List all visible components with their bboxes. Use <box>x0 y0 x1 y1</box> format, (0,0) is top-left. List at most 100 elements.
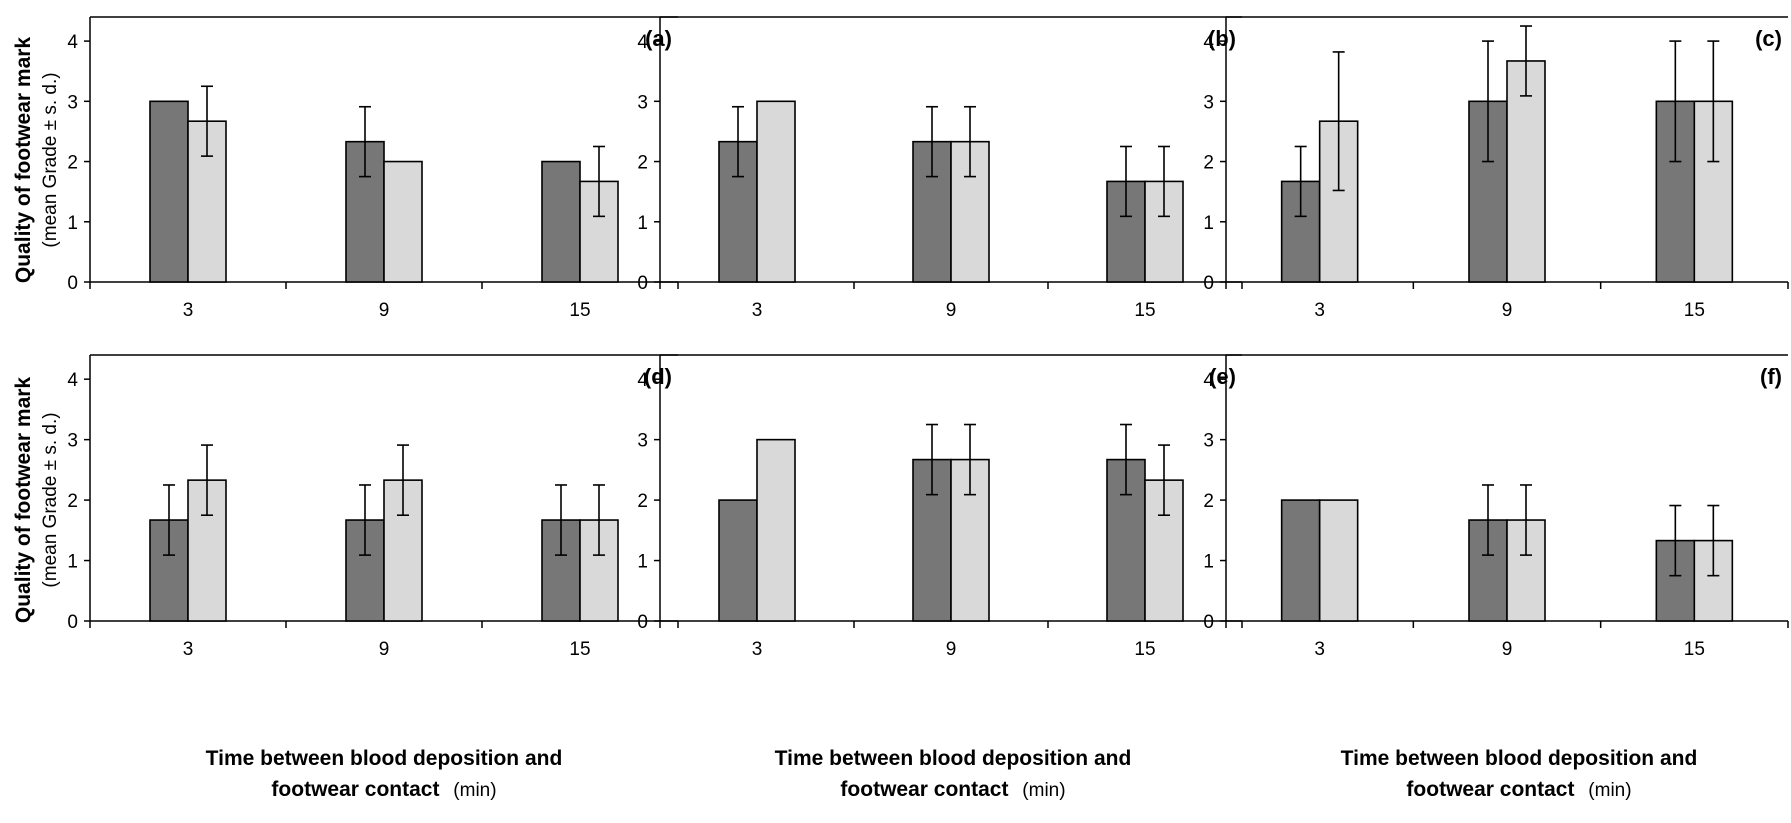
y-tick-label: 2 <box>67 153 78 174</box>
svg-text:(mean Grade ± s. d.): (mean Grade ± s. d.) <box>40 412 61 587</box>
error-bar <box>1294 145 1307 218</box>
y-tick-label: 0 <box>637 273 648 294</box>
panel-b: 0 1 2 3 4 3 9 15 (b) <box>637 16 1243 321</box>
error-bar <box>1158 145 1170 218</box>
error-bar <box>163 484 175 556</box>
x-tick-label: 3 <box>183 300 194 321</box>
y-tick-label: 0 <box>1203 273 1214 294</box>
panel-label: (e) <box>1209 364 1236 389</box>
svg-text:footwear contact (min): footwear contact (min) <box>840 778 1065 801</box>
x-tick-label: 3 <box>752 300 763 321</box>
error-bar <box>1482 484 1494 556</box>
svg-text:footwear contact (min): footwear contact (min) <box>271 778 496 801</box>
error-bar <box>964 105 976 178</box>
error-bar <box>1158 444 1170 517</box>
y-axis-label-row2: Quality of footwear mark (mean Grade ± s… <box>12 377 61 624</box>
x-axis-label-line2: footwear contact <box>271 778 439 801</box>
x-tick-label: 9 <box>379 300 390 321</box>
error-bar <box>593 145 605 218</box>
y-axis-label-bold: Quality of footwear mark <box>12 377 35 624</box>
error-bar <box>1520 484 1532 556</box>
error-bar <box>201 85 213 157</box>
error-bar <box>926 105 938 178</box>
bar <box>1106 458 1146 622</box>
y-axis-label-normal: (mean Grade ± s. d.) <box>40 72 61 247</box>
bar <box>383 160 423 283</box>
x-axis-label-line2: footwear contact <box>840 778 1008 801</box>
y-tick-label: 2 <box>67 491 78 512</box>
panel-label: (f) <box>1760 364 1782 389</box>
x-tick-label: 15 <box>569 639 590 660</box>
panel-c: 0 1 2 3 4 3 9 15 (c) <box>1203 16 1789 321</box>
x-axis-label-col3: Time between blood deposition and footwe… <box>1341 747 1698 801</box>
x-axis-label-line1: Time between blood deposition and <box>775 747 1132 770</box>
x-tick-label: 15 <box>1684 639 1705 660</box>
x-tick-label: 3 <box>183 639 194 660</box>
x-tick-label: 9 <box>1502 300 1513 321</box>
y-tick-label: 3 <box>1203 431 1214 452</box>
error-bar <box>732 105 744 178</box>
y-tick-label: 0 <box>637 612 648 633</box>
x-tick-label: 9 <box>1502 639 1513 660</box>
svg-text:Quality of footwear mark: Quality of footwear mark <box>12 37 35 284</box>
error-bar <box>1120 423 1132 496</box>
x-tick-label: 9 <box>946 300 957 321</box>
panel-a: 0 1 2 3 4 3 9 15 (a) <box>67 16 679 321</box>
x-tick-label: 15 <box>1134 639 1155 660</box>
svg-text:(mean Grade ± s. d.): (mean Grade ± s. d.) <box>40 72 61 247</box>
y-tick-label: 4 <box>1203 370 1214 391</box>
error-bar <box>1707 504 1720 577</box>
y-tick-label: 0 <box>1203 612 1214 633</box>
x-axis-unit: (min) <box>1588 780 1631 801</box>
y-tick-label: 1 <box>67 213 78 234</box>
y-tick-label: 0 <box>67 612 78 633</box>
y-tick-label: 3 <box>1203 92 1214 113</box>
x-axis-label-col2: Time between blood deposition and footwe… <box>775 747 1132 801</box>
error-bar <box>964 423 976 496</box>
y-tick-label: 1 <box>637 552 648 573</box>
y-tick-label: 3 <box>637 431 648 452</box>
bar <box>1318 499 1359 622</box>
error-bar <box>926 423 938 496</box>
panel-label: (b) <box>1208 26 1236 51</box>
x-axis-unit: (min) <box>1022 780 1065 801</box>
error-bar <box>1669 40 1682 163</box>
panel-e: 0 1 2 3 4 3 9 15 (e) <box>637 354 1243 660</box>
x-axis-unit: (min) <box>453 780 496 801</box>
y-tick-label: 3 <box>67 431 78 452</box>
bar <box>718 499 758 622</box>
y-tick-label: 2 <box>1203 491 1214 512</box>
y-tick-label: 2 <box>1203 153 1214 174</box>
error-bar <box>359 484 371 556</box>
error-bar <box>1120 145 1132 218</box>
x-tick-label: 3 <box>752 639 763 660</box>
y-tick-label: 2 <box>637 153 648 174</box>
y-tick-label: 4 <box>637 370 648 391</box>
error-bar <box>397 444 409 517</box>
y-tick-label: 4 <box>67 32 78 53</box>
bar <box>1280 499 1321 622</box>
x-tick-label: 3 <box>1314 639 1325 660</box>
error-bar <box>359 105 371 178</box>
error-bar <box>1482 40 1494 163</box>
y-tick-label: 4 <box>1203 32 1214 53</box>
y-axis-label-normal: (mean Grade ± s. d.) <box>40 412 61 587</box>
x-tick-label: 15 <box>1684 300 1705 321</box>
x-tick-label: 9 <box>379 639 390 660</box>
error-bar <box>201 444 213 517</box>
y-tick-label: 0 <box>67 273 78 294</box>
x-axis-label-line1: Time between blood deposition and <box>1341 747 1698 770</box>
error-bar <box>555 484 567 556</box>
y-tick-label: 3 <box>67 92 78 113</box>
y-axis-label-bold: Quality of footwear mark <box>12 37 35 284</box>
error-bar <box>1707 40 1720 163</box>
bar <box>149 100 189 283</box>
x-tick-label: 15 <box>1134 300 1155 321</box>
panel-label: (d) <box>644 364 672 389</box>
bar <box>756 438 796 622</box>
y-tick-label: 3 <box>637 92 648 113</box>
error-bar <box>1332 51 1345 192</box>
panel-label: (a) <box>645 26 672 51</box>
y-tick-label: 4 <box>637 32 648 53</box>
